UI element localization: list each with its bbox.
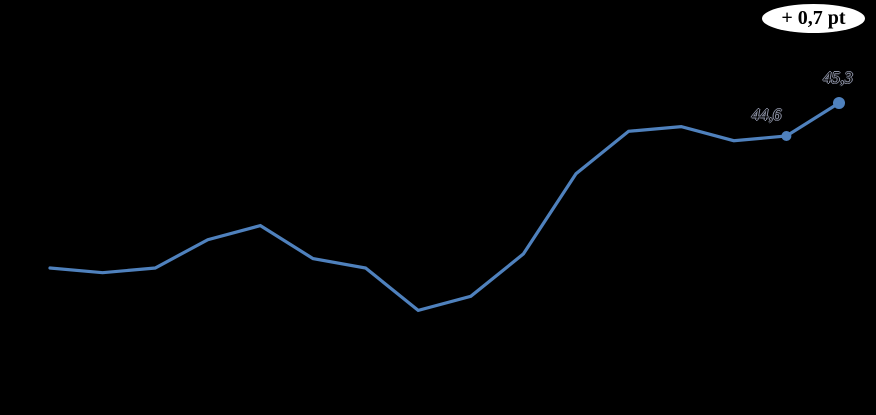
data-label-latest: 45,3 [823, 68, 853, 87]
data-point-marker-latest [833, 97, 845, 109]
trend-line [48, 101, 841, 313]
change-badge: + 0,7 pt [762, 4, 865, 33]
data-point-marker-previous [781, 131, 792, 141]
data-label-previous: 44,6 [751, 105, 782, 124]
